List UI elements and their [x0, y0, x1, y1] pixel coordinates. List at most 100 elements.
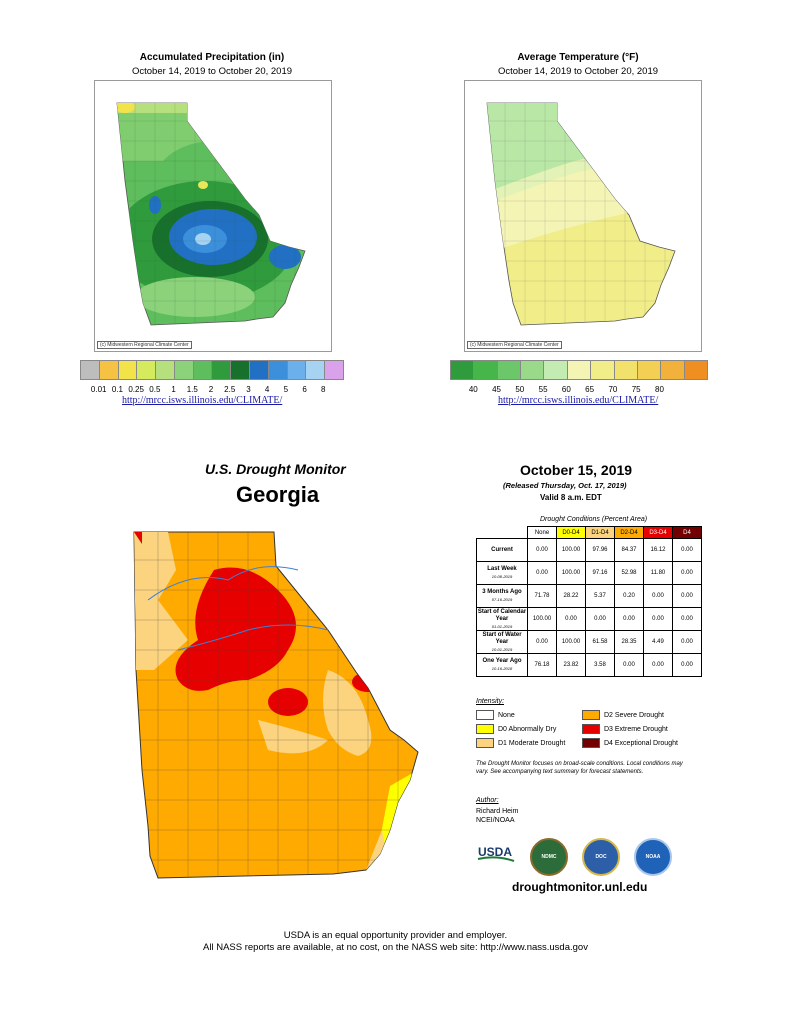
dm-table-cell: 28.35 — [614, 630, 644, 654]
precip-legend-swatch — [81, 361, 100, 379]
drought-map — [128, 530, 428, 890]
dm-table-cell: 84.37 — [614, 538, 644, 562]
dm-table-cell: 16.12 — [643, 538, 673, 562]
dm-table-cell: 0.20 — [614, 584, 644, 608]
temp-legend-tick: 60 — [561, 385, 571, 394]
temp-legend-tick: 45 — [492, 385, 501, 394]
intensity-swatch — [582, 724, 600, 734]
drought-map-graphic — [133, 531, 419, 879]
dm-table-cell: 0.00 — [527, 630, 557, 654]
dm-col-header: D0-D4 — [556, 526, 586, 539]
temp-dates: October 14, 2019 to October 20, 2019 — [497, 66, 659, 77]
intensity-item: D3 Extreme Drought — [582, 724, 668, 734]
temp-legend-swatch — [497, 361, 522, 379]
dm-table-cell: 0.00 — [672, 607, 702, 631]
precip-legend-swatch — [268, 361, 288, 379]
dm-heading: U.S. Drought Monitor — [205, 461, 346, 477]
temp-link[interactable]: http://mrcc.isws.illinois.edu/CLIMATE/ — [498, 395, 659, 406]
dm-table-cell: 5.37 — [585, 584, 615, 608]
dm-table-cell: 0.00 — [672, 538, 702, 562]
dm-date: October 15, 2019 — [520, 462, 633, 478]
usda-logo-text: USDA — [478, 845, 512, 859]
intensity-swatch — [582, 710, 600, 720]
precip-legend-tick: 0.5 — [149, 385, 161, 394]
dm-row-date: 10-01-2019 — [491, 646, 513, 652]
temp-legend-swatch — [474, 361, 498, 379]
usda-logo: USDA — [476, 842, 516, 866]
dm-row-label: 3 Months Ago 07-16-2019 — [476, 584, 528, 608]
temp-legend-swatch — [614, 361, 638, 379]
precip-link[interactable]: http://mrcc.isws.illinois.edu/CLIMATE/ — [122, 395, 283, 406]
temp-legend-swatch — [521, 361, 545, 379]
precip-legend-swatch — [193, 361, 213, 379]
doc-logo: DOC — [582, 838, 620, 876]
dm-table-cell: 4.49 — [643, 630, 673, 654]
dm-valid: Valid 8 a.m. EDT — [540, 493, 602, 502]
dm-row-date: 10-08-2019 — [491, 574, 513, 579]
intensity-label: D0 Abnormally Dry — [498, 725, 557, 733]
author-title: Author: — [476, 797, 499, 804]
dm-table-cell: 76.18 — [527, 653, 557, 677]
temp-legend-tick: 70 — [608, 385, 618, 394]
author-org: NCEI/NOAA — [476, 817, 515, 824]
ndmc-logo: NDMC — [530, 838, 568, 876]
intensity-item: D0 Abnormally Dry — [476, 724, 556, 734]
dm-table-row: Start of Water Year 10-01-2019 0.00 100.00 6… — [476, 630, 702, 654]
dm-table-row: Start of Calendar Year 01-01-2019 100.00 0.… — [476, 607, 702, 631]
intensity-swatch — [476, 738, 494, 748]
precip-legend-swatch — [137, 361, 157, 379]
footer-line1: USDA is an equal opportunity provider an… — [283, 930, 508, 941]
dm-table-cell: 100.00 — [527, 607, 557, 631]
precip-legend-ticks: 0.01 0.1 0.25 0.5 1 1.5 2 2.5 3 4 5 6 8 — [80, 385, 342, 395]
intensity-item: D4 Exceptional Drought — [582, 738, 678, 748]
dm-table-caption: Drought Conditions (Percent Area) — [540, 516, 648, 523]
precip-legend-swatch — [250, 361, 269, 379]
temp-legend-swatch — [544, 361, 568, 379]
intensity-item: D1 Moderate Drought — [476, 738, 565, 748]
intensity-label: D1 Moderate Drought — [498, 739, 566, 747]
dm-url[interactable]: droughtmonitor.unl.edu — [512, 880, 648, 894]
temp-legend-ticks: 40 45 50 55 60 65 70 75 80 — [450, 385, 706, 395]
usda-logo-graphic: USDA — [477, 845, 515, 862]
dm-row-date: 01-01-2019 — [491, 623, 513, 629]
dm-table-cell: 97.16 — [585, 561, 615, 585]
intensity-label: D2 Severe Drought — [604, 711, 664, 719]
precip-legend-swatch — [118, 361, 138, 379]
temp-legend-tick: 65 — [585, 385, 595, 394]
dm-table-cell: 0.00 — [643, 653, 673, 677]
dm-col-header: D4 — [672, 526, 702, 539]
dm-table-cell: 23.82 — [556, 653, 586, 677]
dm-table-row: Last Week 10-08-2019 0.00 100.00 97.16 52.98 1… — [476, 561, 702, 585]
dm-note: The Drought Monitor focuses on broad-sca… — [476, 761, 683, 775]
precip-legend-swatch — [325, 361, 343, 379]
dm-table-cell: 11.80 — [643, 561, 673, 585]
dm-row-date: 10-16-2018 — [491, 666, 513, 671]
dm-table-cell: 28.22 — [556, 584, 586, 608]
dm-table-cell: 0.00 — [672, 561, 702, 585]
dm-table-cell: 100.00 — [556, 561, 586, 585]
precip-legend-swatch — [174, 361, 194, 379]
author-name: Richard Heim — [476, 808, 519, 815]
dm-table-cell: 0.00 — [672, 584, 702, 608]
precip-legend-tick: 6 — [302, 385, 307, 394]
dm-col-header: D3-D4 — [643, 526, 673, 539]
dm-table-cell: 0.00 — [643, 584, 673, 608]
dm-table-cell: 0.00 — [614, 607, 644, 631]
intensity-legend: None D0 Abnormally Dry D1 Moderate Drought… — [476, 710, 706, 754]
temp-legend-swatch — [567, 361, 592, 379]
precip-legend-swatch — [156, 361, 175, 379]
dm-table-cell: 100.00 — [556, 538, 586, 562]
temp-legend-tick: 40 — [468, 385, 478, 394]
temp-legend-swatch — [661, 361, 685, 379]
temp-legend-tick: 50 — [515, 385, 525, 394]
noaa-logo: NOAA — [634, 838, 672, 876]
dm-table-cell: 71.78 — [527, 584, 557, 608]
dm-table-corner — [477, 527, 528, 539]
precip-legend-tick: 1 — [171, 385, 176, 394]
precip-legend-tick: 2 — [208, 385, 214, 394]
dm-col-header: None — [527, 526, 557, 539]
temp-credit: (c) Midwestern Regional Climate Center — [467, 341, 562, 349]
temp-legend-tick: 75 — [631, 385, 641, 394]
precip-legend-tick: 2.5 — [224, 385, 236, 394]
footer-line2: All NASS reports are available, at no co… — [203, 942, 588, 953]
